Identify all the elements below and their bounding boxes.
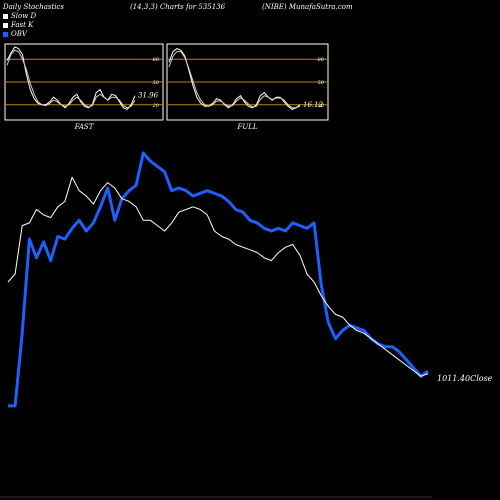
stoch-series-line: [168, 48, 301, 110]
obv-series-line: [8, 151, 429, 408]
legend-swatch-icon: [3, 22, 8, 28]
legend-label: Fast K: [11, 21, 34, 29]
legend-label: OBV: [11, 30, 27, 38]
last-value-label: 16.12: [303, 101, 324, 109]
panel-xlabel: FAST: [74, 123, 95, 131]
chart-header-middle: (14,3,3) Charts for 535136: [130, 3, 226, 11]
legend-label: Slow D: [11, 12, 37, 20]
y-tick-label: 20: [317, 103, 325, 109]
stoch-series-line: [6, 46, 136, 111]
legend-item-slow-d: Slow D: [3, 12, 36, 20]
legend-swatch-icon: [3, 31, 8, 37]
stoch-series-line: [168, 51, 301, 109]
legend-item-obv: OBV: [3, 30, 27, 38]
last-value-label: 31.96: [138, 92, 159, 100]
close-series-line: [7, 176, 429, 377]
y-tick-label: 50: [318, 80, 325, 86]
chart-header-left: Daily Stochastics: [3, 3, 65, 11]
y-tick-label: 80: [318, 57, 325, 63]
legend-item-fast-k: Fast K: [3, 21, 33, 29]
chart-header-right: (NIBE) MunafaSutra.com: [262, 3, 353, 11]
legend-swatch-icon: [3, 13, 8, 19]
stoch-series-line: [6, 49, 136, 109]
y-tick-label: 50: [153, 80, 160, 86]
close-last-value-label: 1011.40Close: [437, 374, 493, 383]
y-tick-label: 20: [152, 103, 160, 109]
panel-xlabel: FULL: [236, 123, 257, 131]
y-tick-label: 80: [153, 57, 160, 63]
